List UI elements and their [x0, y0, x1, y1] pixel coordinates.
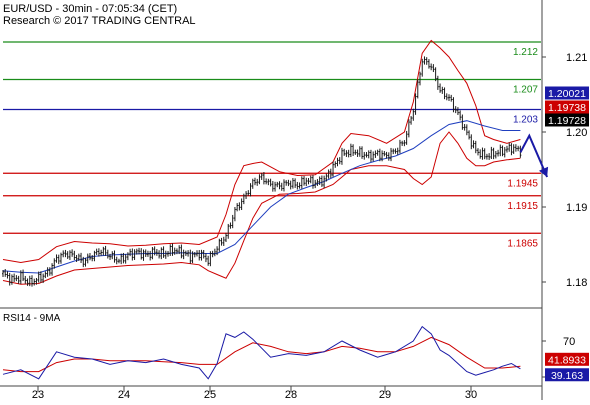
time-tick-label: 28: [285, 389, 297, 400]
price-bars-layer: [2, 56, 522, 287]
forecast-layer: [519, 133, 549, 178]
level-label: 1.207: [513, 85, 538, 96]
forecast-arrow-head: [539, 166, 549, 177]
rsi-badge-box: [545, 352, 589, 366]
levels-layer: 1.212 1.207 1.203 1.1945 1.1915 1.1865: [3, 41, 541, 249]
time-tick-label: 25: [204, 389, 216, 400]
bollinger-upper-line: [2, 39, 521, 264]
price-tick-label: 1.21: [566, 52, 587, 64]
price-badge-label: 1.19738: [548, 102, 586, 114]
price-badge-box: [545, 86, 589, 100]
time-tick-label: 23: [32, 389, 44, 400]
price-badge-box: [545, 113, 589, 127]
level-label: 1.1915: [507, 201, 538, 212]
rsi-badge-box: [545, 368, 589, 382]
price-badge-label: 1.20021: [548, 88, 586, 100]
time-tick-label: 24: [118, 389, 130, 400]
price-badge-label: 1.19728: [548, 115, 586, 127]
price-tick-label: 1.20: [566, 127, 587, 139]
rsi-panel-title: RSI14 - 9MA: [3, 313, 61, 324]
price-badge-box: [545, 100, 589, 114]
level-label: 1.1865: [507, 238, 538, 249]
time-tick-label: 30: [465, 389, 477, 400]
level-label: 1.212: [513, 47, 538, 58]
forecast-arrow-line: [519, 133, 549, 178]
chart-subtitle: Research © 2017 TRADING CENTRAL: [3, 15, 196, 27]
rsi-line: [2, 325, 521, 380]
level-label: 1.1945: [507, 178, 538, 189]
time-tick-label: 29: [379, 389, 391, 400]
price-tick-label: 1.18: [566, 277, 587, 289]
bands-layer: [2, 39, 521, 285]
level-label: 1.203: [513, 115, 538, 126]
moving-average-line: [2, 120, 521, 274]
rsi-tick-label: 70: [563, 336, 575, 348]
chart-title: EUR/USD - 30min - 07:05:34 (CET): [3, 3, 177, 15]
price-tick-label: 1.19: [566, 202, 587, 214]
rsi-badge-label: 39.163: [551, 370, 583, 382]
rsi-layer: [2, 325, 521, 380]
rsi-badge-label: 41.8933: [548, 354, 586, 366]
